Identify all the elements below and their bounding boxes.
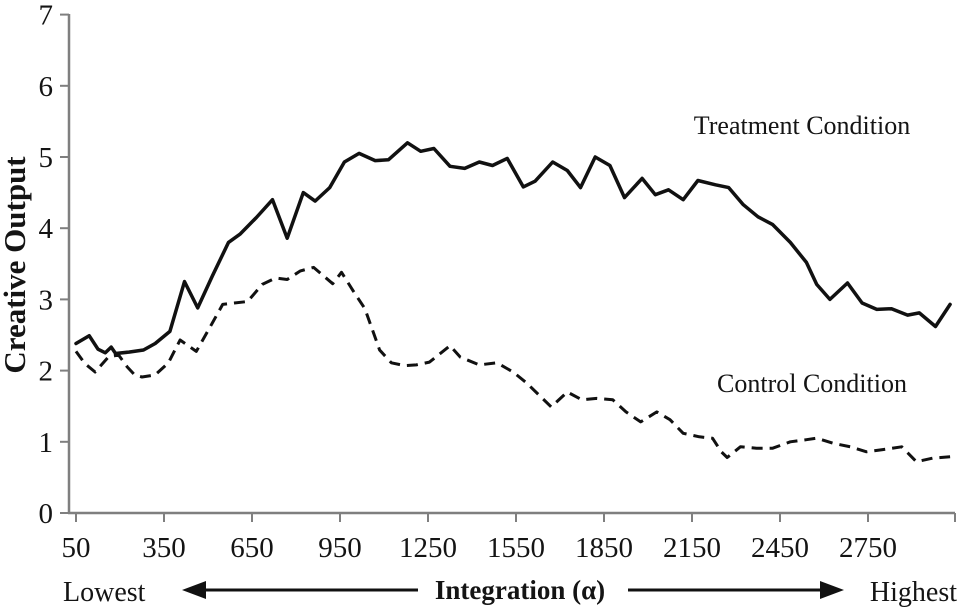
x-annotation-lowest: Lowest (63, 577, 146, 608)
treatment-line (74, 141, 952, 356)
x-tick-label: 1250 (399, 532, 457, 564)
x-tick-label: 650 (230, 532, 274, 564)
x-tick-label: 350 (142, 532, 186, 564)
x-tick-label: 950 (318, 532, 362, 564)
y-tick-label: 4 (39, 213, 54, 245)
x-tick-label: 1550 (487, 532, 545, 564)
x-tick-label: 2750 (839, 532, 897, 564)
axes-group: 0 1 2 3 4 5 6 7 50 350 650 950 1250 1550 1850 2150 2450 2… (39, 0, 956, 564)
control-line (74, 265, 951, 464)
y-tick-label: 5 (39, 142, 54, 174)
y-tick-label: 1 (39, 427, 54, 459)
y-tick-label: 6 (39, 71, 54, 103)
x-tick-label: 1850 (575, 532, 633, 564)
x-axis-title: Integration (α) (435, 575, 605, 605)
y-axis-title: Creative Output (0, 156, 32, 374)
x-annotation-highest: Highest (870, 577, 957, 608)
y-tick-label: 3 (39, 284, 54, 316)
control-series-label: Control Condition (717, 369, 907, 398)
x-tick-label: 2150 (663, 532, 721, 564)
series-group (74, 141, 952, 464)
x-tick-label: 2450 (751, 532, 809, 564)
y-tick-label: 0 (39, 498, 54, 530)
y-tick-label: 2 (39, 356, 54, 388)
y-tick-label: 7 (39, 0, 54, 32)
right-arrow-head-icon (820, 581, 844, 599)
treatment-series-label: Treatment Condition (694, 111, 910, 140)
x-tick-label: 50 (62, 532, 91, 564)
left-arrow-head-icon (182, 581, 206, 599)
